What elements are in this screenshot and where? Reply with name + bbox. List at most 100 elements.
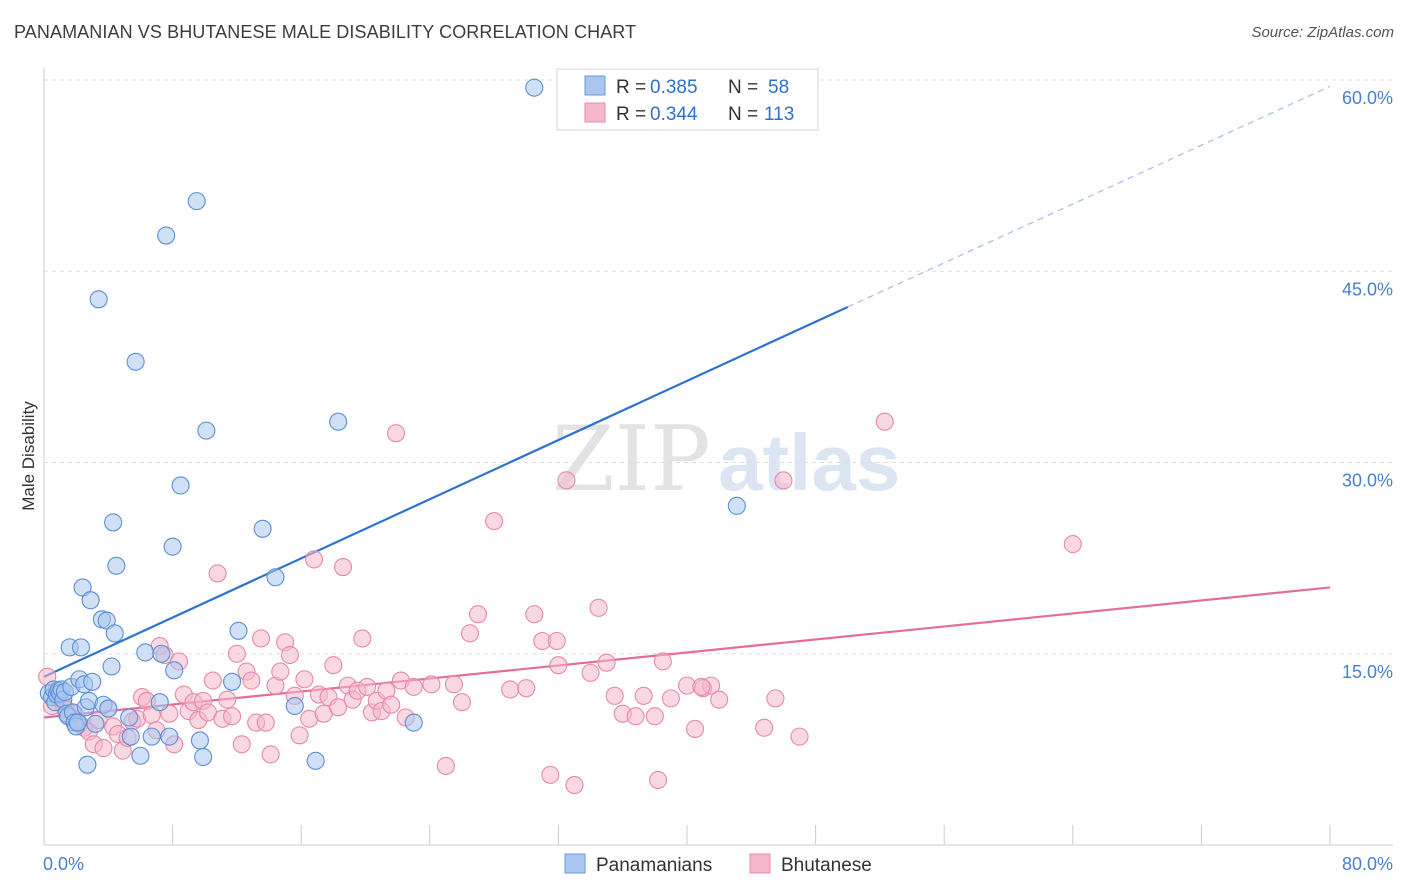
series-legend-swatch-bhutanese [749,853,771,874]
trend-line-1 [43,586,1331,719]
point-0-26 [83,672,102,691]
point-1-95 [597,653,616,672]
point-1-46 [251,629,271,648]
y-tick-labels: 15.0% 30.0% 45.0% 60.0% [1342,88,1393,682]
point-1-74 [386,424,406,443]
legend-n-label-bhutanese: N = [728,104,758,125]
point-0-56 [253,519,272,538]
point-1-54 [290,726,309,745]
point-0-62 [525,78,544,97]
point-1-79 [436,756,455,776]
point-0-37 [120,708,139,727]
y-axis-label: Male Disability [19,401,38,511]
point-1-47 [256,713,275,732]
legend-swatch-bhutanese [584,102,606,123]
point-1-110 [774,471,793,490]
point-0-55 [229,621,248,640]
point-1-96 [605,686,624,705]
point-1-107 [710,690,729,709]
point-0-19 [71,638,91,657]
point-0-41 [136,643,155,662]
point-0-34 [104,513,123,532]
point-0-51 [190,731,209,750]
point-1-78 [422,675,441,694]
point-1-55 [295,670,314,689]
point-1-80 [444,675,463,694]
x-tick-max: 80.0% [1342,854,1393,874]
point-1-61 [324,656,343,675]
point-0-23 [78,755,97,774]
point-0-38 [121,727,140,746]
legend-r-value-bhutanese: 0.344 [650,104,698,125]
series-legend-label-panamanians: Panamanians [596,855,712,876]
point-1-62 [329,698,348,717]
point-0-33 [102,657,121,676]
point-0-61 [404,713,423,732]
y-tick-label-1: 30.0% [1342,471,1393,491]
y-tick-label-2: 45.0% [1342,279,1393,299]
point-1-40 [223,707,242,726]
point-0-50 [187,192,206,211]
point-1-57 [305,550,324,569]
point-1-108 [755,718,774,737]
point-1-68 [358,677,377,696]
point-1-100 [645,707,664,726]
point-1-41 [227,644,246,663]
legend-r-value-panamanians: 0.385 [650,77,698,98]
point-0-60 [329,412,348,431]
point-1-112 [875,412,894,431]
point-1-83 [468,605,488,624]
point-0-42 [142,727,161,746]
stats-legend: R = 0.385 N = 58 R = 0.344 N = 113 [556,68,819,131]
point-1-67 [353,629,372,648]
x-tick-min: 0.0% [43,854,84,874]
watermark: ZIP atlas [552,407,900,512]
point-0-31 [97,611,116,630]
point-1-13 [94,739,113,758]
series-legend: Panamanians Bhutanese [564,853,872,876]
legend-r-label-bhutanese: R = [616,104,646,125]
point-1-44 [242,671,261,690]
point-1-115 [547,631,566,651]
point-1-63 [333,557,353,577]
point-1-87 [525,605,544,624]
point-1-90 [549,656,568,675]
legend-swatch-panamanians [584,75,606,96]
point-1-73 [382,695,401,714]
point-1-36 [203,671,222,690]
point-1-111 [790,727,809,746]
point-1-84 [485,512,504,531]
point-0-54 [223,672,242,691]
point-1-86 [517,679,536,698]
point-1-89 [541,765,560,784]
chart-title: PANAMANIAN VS BHUTANESE MALE DISABILITY … [14,22,637,42]
point-1-81 [452,693,472,712]
point-1-39 [218,690,237,709]
watermark-zip: ZIP [552,407,711,512]
point-1-85 [501,680,520,699]
point-1-109 [766,689,785,708]
point-0-58 [285,696,304,716]
point-0-57 [266,568,285,587]
watermark-atlas: atlas [718,418,900,507]
point-1-94 [589,598,608,617]
trend-line-0 [43,305,849,678]
point-1-91 [557,471,576,490]
axes [43,68,1393,846]
point-1-50 [271,662,290,681]
point-1-92 [565,776,584,795]
point-1-82 [460,624,480,643]
point-0-44 [152,644,171,663]
legend-n-label-panamanians: N = [728,77,758,98]
y-tick-label-0: 15.0% [1342,662,1393,682]
legend-r-label-panamanians: R = [616,77,646,98]
point-1-93 [581,663,600,682]
point-0-46 [160,727,179,746]
point-0-25 [81,591,100,610]
point-0-49 [171,476,190,495]
point-0-27 [86,714,105,733]
series-legend-swatch-panamanians [564,853,586,874]
point-0-43 [150,693,169,712]
point-0-35 [105,624,124,643]
point-1-114 [649,770,668,790]
